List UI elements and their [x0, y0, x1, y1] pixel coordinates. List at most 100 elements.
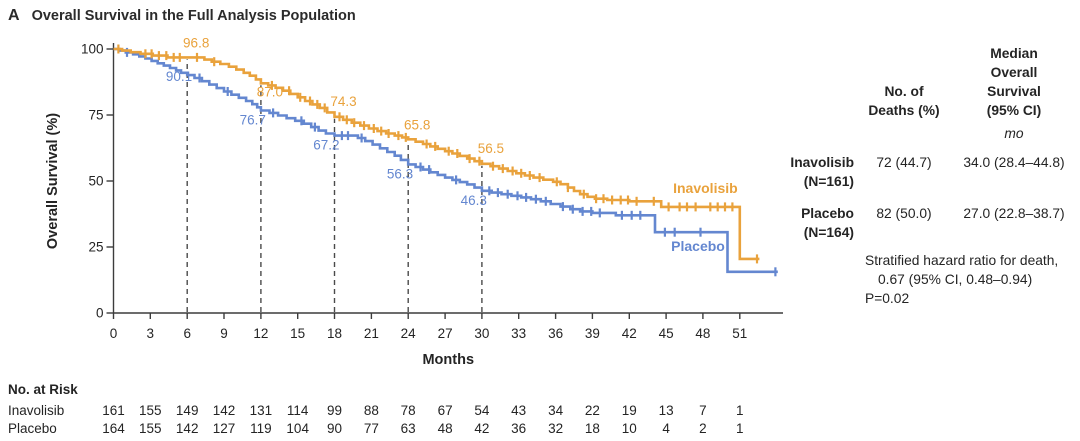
x-tick-label: 21: [364, 326, 379, 341]
median-value: 34.0 (28.4–44.8): [963, 155, 1065, 170]
risk-count: 131: [250, 403, 273, 418]
risk-count: 1: [736, 421, 744, 436]
deaths-value: 72 (44.7): [876, 155, 932, 170]
risk-count: 142: [176, 421, 199, 436]
y-tick-label: 75: [88, 108, 103, 123]
risk-count: 127: [213, 421, 236, 436]
y-tick-label: 25: [88, 240, 103, 255]
risk-count: 1: [736, 403, 744, 418]
risk-count: 32: [548, 421, 563, 436]
risk-count: 36: [511, 421, 526, 436]
row-label: Inavolisib (N=161): [786, 153, 860, 191]
arm-n: (N=161): [803, 174, 854, 189]
risk-count: 2: [699, 421, 707, 436]
inavolisib-landmark-label: 65.8: [404, 117, 430, 132]
risk-row-label: Placebo: [8, 421, 57, 436]
deaths-column-header: No. of Deaths (%): [868, 84, 940, 118]
risk-count: 114: [287, 403, 309, 418]
risk-count: 4: [662, 421, 670, 436]
inavolisib-landmark-label: 74.3: [330, 94, 356, 109]
risk-count: 34: [548, 403, 564, 418]
risk-count: 161: [102, 403, 125, 418]
risk-count: 149: [176, 403, 199, 418]
summary-row-placebo: Placebo (N=164) 82 (50.0) 27.0 (22.8–38.…: [786, 204, 1080, 242]
inavolisib-curve-label: Inavolisib: [673, 180, 738, 196]
inavolisib-curve: [113, 47, 760, 261]
risk-count: 10: [622, 421, 637, 436]
risk-count: 19: [622, 403, 637, 418]
risk-count: 77: [364, 421, 379, 436]
x-tick-label: 3: [147, 326, 155, 341]
inavolisib-landmark-label: 56.5: [478, 141, 504, 156]
hazard-ratio-note: Stratified hazard ratio for death, 0.67 …: [786, 251, 1080, 308]
figure-title-text: Overall Survival in the Full Analysis Po…: [31, 8, 356, 24]
row-label: Placebo (N=164): [786, 204, 860, 242]
risk-count: 78: [401, 403, 416, 418]
median-value: 27.0 (22.8–38.7): [963, 206, 1065, 221]
risk-count: 88: [364, 403, 379, 418]
x-tick-label: 9: [220, 326, 228, 341]
x-tick-label: 12: [253, 326, 268, 341]
placebo-curve-label: Placebo: [671, 238, 725, 254]
figure-title: A Overall Survival in the Full Analysis P…: [8, 7, 356, 25]
x-tick-label: 45: [659, 326, 674, 341]
risk-count: 7: [699, 403, 707, 418]
arm-n: (N=164): [803, 225, 854, 240]
placebo-series: Placebo: [113, 47, 778, 277]
x-tick-label: 48: [695, 326, 710, 341]
risk-count: 42: [474, 421, 489, 436]
x-tick-label: 30: [474, 326, 489, 341]
arm-name: Placebo: [801, 206, 854, 221]
risk-table-header: No. at Risk: [8, 382, 78, 397]
y-axis-title: Overall Survival (%): [45, 113, 61, 249]
x-tick-label: 24: [401, 326, 417, 341]
hr-note-line2: 0.67 (95% CI, 0.48–0.94): [878, 272, 1033, 287]
risk-count: 13: [659, 403, 674, 418]
y-tick-label: 50: [88, 174, 103, 189]
risk-count: 90: [327, 421, 342, 436]
x-tick-label: 6: [183, 326, 191, 341]
y-tick-label: 0: [96, 306, 104, 321]
median-column-header: Median Overall Survival (95% CI): [986, 46, 1042, 118]
risk-count: 54: [474, 403, 490, 418]
placebo-curve: [113, 47, 778, 274]
x-tick-label: 36: [548, 326, 563, 341]
risk-count: 67: [438, 403, 453, 418]
inavolisib-landmark-label: 87.0: [257, 84, 283, 99]
risk-count: 48: [438, 421, 453, 436]
deaths-value: 82 (50.0): [876, 206, 932, 221]
x-tick-label: 39: [585, 326, 600, 341]
x-tick-label: 27: [438, 326, 453, 341]
placebo-landmark-label: 90.1: [166, 69, 192, 84]
placebo-landmark-label: 46.3: [461, 193, 487, 208]
inavolisib-series: Inavolisib: [113, 44, 760, 264]
arm-name: Inavolisib: [790, 155, 854, 170]
unit-label: mo: [1004, 126, 1024, 141]
risk-count: 155: [139, 421, 162, 436]
x-tick-label: 15: [290, 326, 305, 341]
unit-row: mo: [786, 124, 1080, 143]
summary-header-row: No. of Deaths (%) Median Overall Surviva…: [786, 44, 1080, 120]
risk-count: 104: [286, 421, 309, 436]
x-tick-label: 0: [110, 326, 118, 341]
landmark-annotations: 96.8 87.0 74.3 65.8 56.5 90.1 76.7 67.2 56.3 46.3: [166, 35, 504, 207]
risk-count: 18: [585, 421, 600, 436]
risk-count: 22: [585, 403, 600, 418]
risk-count: 43: [511, 403, 526, 418]
risk-count: 142: [213, 403, 236, 418]
x-tick-label: 42: [622, 326, 637, 341]
hr-note-line1: Stratified hazard ratio for death,: [865, 253, 1059, 268]
placebo-landmark-label: 67.2: [313, 138, 339, 153]
risk-count: 119: [250, 421, 272, 436]
placebo-landmark-label: 76.7: [240, 113, 266, 128]
summary-row-inavolisib: Inavolisib (N=161) 72 (44.7) 34.0 (28.4–…: [786, 153, 1080, 191]
y-tick-label: 100: [81, 42, 104, 57]
inavolisib-landmark-label: 96.8: [183, 35, 209, 50]
panel-letter: A: [8, 7, 20, 24]
summary-stats-panel: No. of Deaths (%) Median Overall Surviva…: [786, 44, 1080, 308]
x-axis-title: Months: [422, 352, 474, 368]
